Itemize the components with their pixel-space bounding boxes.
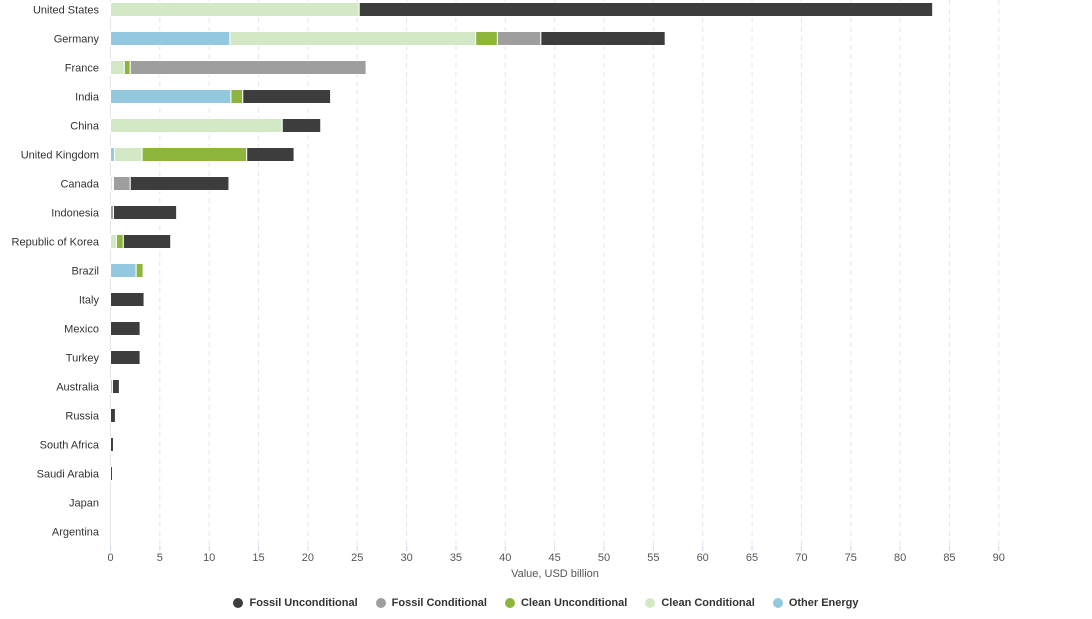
bar-canada-fossil_uncond[interactable] xyxy=(129,176,230,191)
tick-label-65: 65 xyxy=(746,552,758,564)
category-label-france: France xyxy=(65,63,99,75)
tick-label-0: 0 xyxy=(107,552,113,564)
category-label-italy: Italy xyxy=(79,295,100,307)
category-label-united-kingdom: United Kingdom xyxy=(21,150,99,162)
tick-label-25: 25 xyxy=(351,552,363,564)
tick-label-45: 45 xyxy=(549,552,561,564)
tick-label-10: 10 xyxy=(203,552,215,564)
category-label-indonesia: Indonesia xyxy=(51,208,100,220)
bar-brazil-other[interactable] xyxy=(110,263,137,278)
tick-label-35: 35 xyxy=(450,552,462,564)
bar-saudi-arabia-fossil_uncond[interactable] xyxy=(110,466,113,481)
chart-legend: Fossil Unconditional Fossil Conditional Cl… xyxy=(0,594,1092,612)
category-label-japan: Japan xyxy=(69,498,99,510)
x-axis-ticks: 0 5 10 15 20 25 30 35 40 45 50 55 60 65 70 75 80 85 90 xyxy=(107,546,1005,564)
bar-united-kingdom-other[interactable] xyxy=(110,147,115,162)
category-label-argentina: Argentina xyxy=(52,527,100,539)
category-label-brazil: Brazil xyxy=(71,266,99,278)
bar-germany-fossil_cond[interactable] xyxy=(496,31,542,46)
category-label-russia: Russia xyxy=(65,411,100,423)
legend-label-clean-unconditional: Clean Unconditional xyxy=(520,597,628,609)
bar-china-fossil_uncond[interactable] xyxy=(281,118,322,133)
legend-label-fossil-conditional: Fossil Conditional xyxy=(391,597,487,609)
bar-mexico-fossil_uncond[interactable] xyxy=(110,321,141,336)
bar-india-fossil_uncond[interactable] xyxy=(242,89,332,104)
tick-label-70: 70 xyxy=(795,552,807,564)
bar-germany-clean_cond[interactable] xyxy=(229,31,477,46)
stacked-bar-chart: United States Germany France India China Unit… xyxy=(12,0,1005,580)
legend-item-clean-unconditional[interactable]: Clean Unconditional xyxy=(504,597,628,609)
category-label-australia: Australia xyxy=(56,382,100,394)
bar-italy-fossil_uncond[interactable] xyxy=(110,292,145,307)
bar-france-clean_cond[interactable] xyxy=(110,60,125,75)
legend-item-fossil-unconditional[interactable]: Fossil Unconditional xyxy=(233,597,358,609)
bar-republic-of-korea-fossil_uncond[interactable] xyxy=(122,234,172,249)
tick-label-15: 15 xyxy=(252,552,264,564)
bar-germany-clean_uncond[interactable] xyxy=(475,31,498,46)
category-label-south-africa: South Africa xyxy=(40,440,100,452)
legend-item-other-energy[interactable]: Other Energy xyxy=(772,597,859,609)
category-label-india: India xyxy=(75,92,100,104)
bar-turkey-fossil_uncond[interactable] xyxy=(110,350,141,365)
bar-united-kingdom-clean_cond[interactable] xyxy=(113,147,143,162)
category-label-saudi-arabia: Saudi Arabia xyxy=(37,469,100,481)
category-label-republic-of-korea: Republic of Korea xyxy=(12,237,100,249)
bar-india-other[interactable] xyxy=(110,89,232,104)
legend-label-clean-conditional: Clean Conditional xyxy=(661,597,755,609)
category-label-united-states: United States xyxy=(33,5,100,17)
category-labels: United States Germany France India China Unit… xyxy=(12,5,100,539)
bar-germany-other[interactable] xyxy=(110,31,231,46)
category-label-canada: Canada xyxy=(60,179,99,191)
legend-marker-clean-conditional xyxy=(645,598,656,608)
bar-brazil-clean_uncond[interactable] xyxy=(135,263,144,278)
legend-marker-clean-unconditional xyxy=(504,598,515,608)
tick-label-60: 60 xyxy=(697,552,709,564)
legend-label-other-energy: Other Energy xyxy=(788,597,859,609)
bar-australia-fossil_uncond[interactable] xyxy=(111,379,120,394)
tick-label-80: 80 xyxy=(894,552,906,564)
legend-item-fossil-conditional[interactable]: Fossil Conditional xyxy=(375,597,487,609)
bar-china-clean_cond[interactable] xyxy=(110,118,283,133)
bar-republic-of-korea-clean_uncond[interactable] xyxy=(115,234,124,249)
tick-label-5: 5 xyxy=(157,552,163,564)
category-label-germany: Germany xyxy=(54,34,100,46)
tick-label-85: 85 xyxy=(943,552,955,564)
bar-canada-fossil_cond[interactable] xyxy=(112,176,131,191)
tick-label-30: 30 xyxy=(400,552,412,564)
category-label-turkey: Turkey xyxy=(66,353,100,365)
x-axis-title: Value, USD billion xyxy=(511,568,599,580)
legend-marker-fossil-unconditional xyxy=(233,598,244,608)
bar-united-states-clean_cond[interactable] xyxy=(110,2,360,17)
gridlines xyxy=(110,0,1000,546)
legend-marker-other-energy xyxy=(772,598,783,608)
bar-france-fossil_cond[interactable] xyxy=(129,60,367,75)
tick-label-90: 90 xyxy=(993,552,1005,564)
bars xyxy=(110,2,934,481)
legend-marker-fossil-conditional xyxy=(375,598,386,608)
bar-united-kingdom-fossil_uncond[interactable] xyxy=(246,147,295,162)
tick-label-55: 55 xyxy=(647,552,659,564)
bar-india-clean_uncond[interactable] xyxy=(230,89,244,104)
bar-russia-fossil_uncond[interactable] xyxy=(110,408,116,423)
bar-united-states-fossil_uncond[interactable] xyxy=(358,2,934,17)
bar-germany-fossil_uncond[interactable] xyxy=(540,31,666,46)
category-label-mexico: Mexico xyxy=(64,324,99,336)
bar-france-clean_uncond[interactable] xyxy=(123,60,131,75)
tick-label-40: 40 xyxy=(499,552,511,564)
category-label-china: China xyxy=(70,121,100,133)
legend-item-clean-conditional[interactable]: Clean Conditional xyxy=(645,597,755,609)
tick-label-75: 75 xyxy=(845,552,857,564)
bar-united-kingdom-clean_uncond[interactable] xyxy=(141,147,248,162)
legend-label-fossil-unconditional: Fossil Unconditional xyxy=(249,597,358,609)
bar-republic-of-korea-clean_cond[interactable] xyxy=(110,234,117,249)
bar-south-africa-fossil_uncond[interactable] xyxy=(110,437,114,452)
tick-label-50: 50 xyxy=(598,552,610,564)
tick-label-20: 20 xyxy=(302,552,314,564)
bar-indonesia-fossil_uncond[interactable] xyxy=(112,205,178,220)
